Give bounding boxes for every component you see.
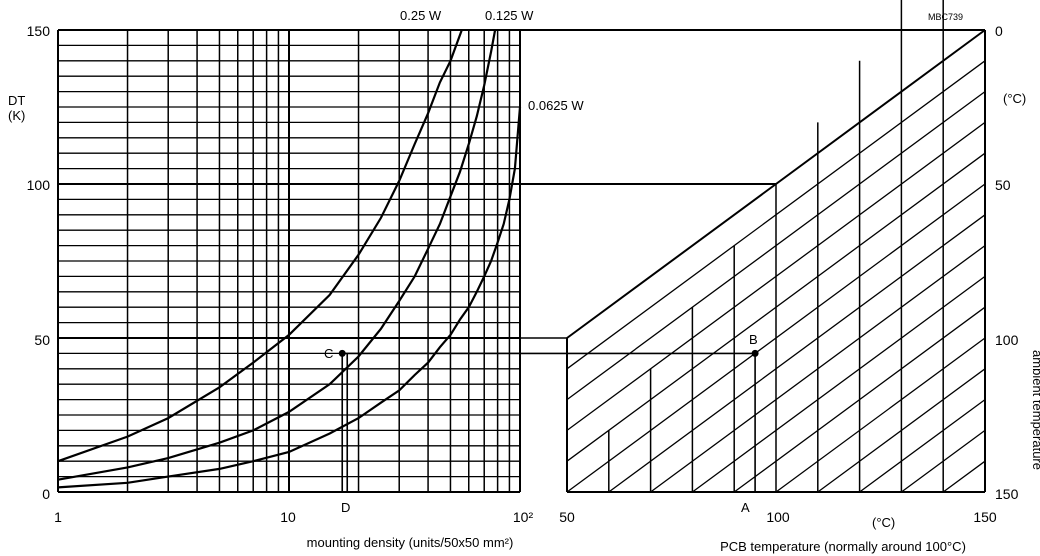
left-x-tick-10: 10 [280, 509, 296, 525]
left-y-tick-0: 0 [42, 486, 50, 502]
series-line-2 [57, 106, 522, 489]
left-x-tick-1: 1 [54, 509, 62, 525]
right-x-tick-100: 100 [766, 509, 790, 525]
right-x-unit: (°C) [872, 515, 895, 530]
right-y-label: ambient temperature [1030, 350, 1040, 470]
left-y-tick-100: 100 [27, 177, 51, 193]
right-y-tick-0: 0 [995, 23, 1003, 39]
ambient-line [901, 429, 986, 493]
right-x-tick-50: 50 [559, 509, 575, 525]
series-label-00625w: 0.0625 W [528, 98, 584, 113]
power-curves [57, 29, 522, 489]
right-y-tick-150: 150 [995, 486, 1019, 502]
right-y-tick-50: 50 [995, 177, 1011, 193]
left-x-tick-100: 10² [513, 509, 534, 525]
ambient-line [775, 337, 986, 493]
ambient-line [566, 91, 986, 401]
right-x-tick-150: 150 [973, 509, 997, 525]
left-y-label-line2: (K) [8, 108, 25, 123]
series-line-1 [57, 29, 497, 481]
left-x-label: mounting density (units/50x50 mm²) [307, 535, 514, 550]
ambient-line [650, 245, 986, 493]
right-x-label: PCB temperature (normally around 100°C) [720, 539, 966, 554]
point-b-label: B [749, 332, 758, 347]
series-line-0 [57, 29, 463, 463]
ambient-line [859, 399, 986, 493]
left-y-label-line1: DT [8, 93, 25, 108]
right-y-tick-100: 100 [995, 332, 1019, 348]
ambient-line [608, 214, 986, 493]
ambient-line [566, 121, 986, 431]
left-y-tick-50: 50 [34, 332, 50, 348]
left-panel-grid [57, 29, 521, 493]
point-b-marker [751, 349, 759, 357]
chart-code: MBC739 [928, 12, 963, 22]
ambient-line [566, 152, 986, 462]
guide-lines [338, 349, 759, 492]
point-c-label: C [324, 346, 333, 361]
series-label-025w: 0.25 W [400, 8, 442, 23]
right-panel-grid [520, 0, 986, 493]
ambient-line [942, 460, 986, 493]
left-y-tick-150: 150 [27, 23, 51, 39]
ambient-line [733, 306, 986, 493]
ambient-line [817, 368, 986, 493]
point-d-label: D [341, 500, 350, 515]
point-c-marker [338, 349, 346, 357]
series-label-0125w: 0.125 W [485, 8, 534, 23]
ambient-line [566, 183, 986, 493]
ambient-line [692, 275, 986, 493]
ambient-line [566, 60, 986, 370]
point-a-label: A [741, 500, 750, 515]
right-y-unit: (°C) [1003, 91, 1026, 106]
chart-labels: MBC739 150 100 50 0 DT (K) 1 10 10² moun… [8, 8, 1040, 554]
